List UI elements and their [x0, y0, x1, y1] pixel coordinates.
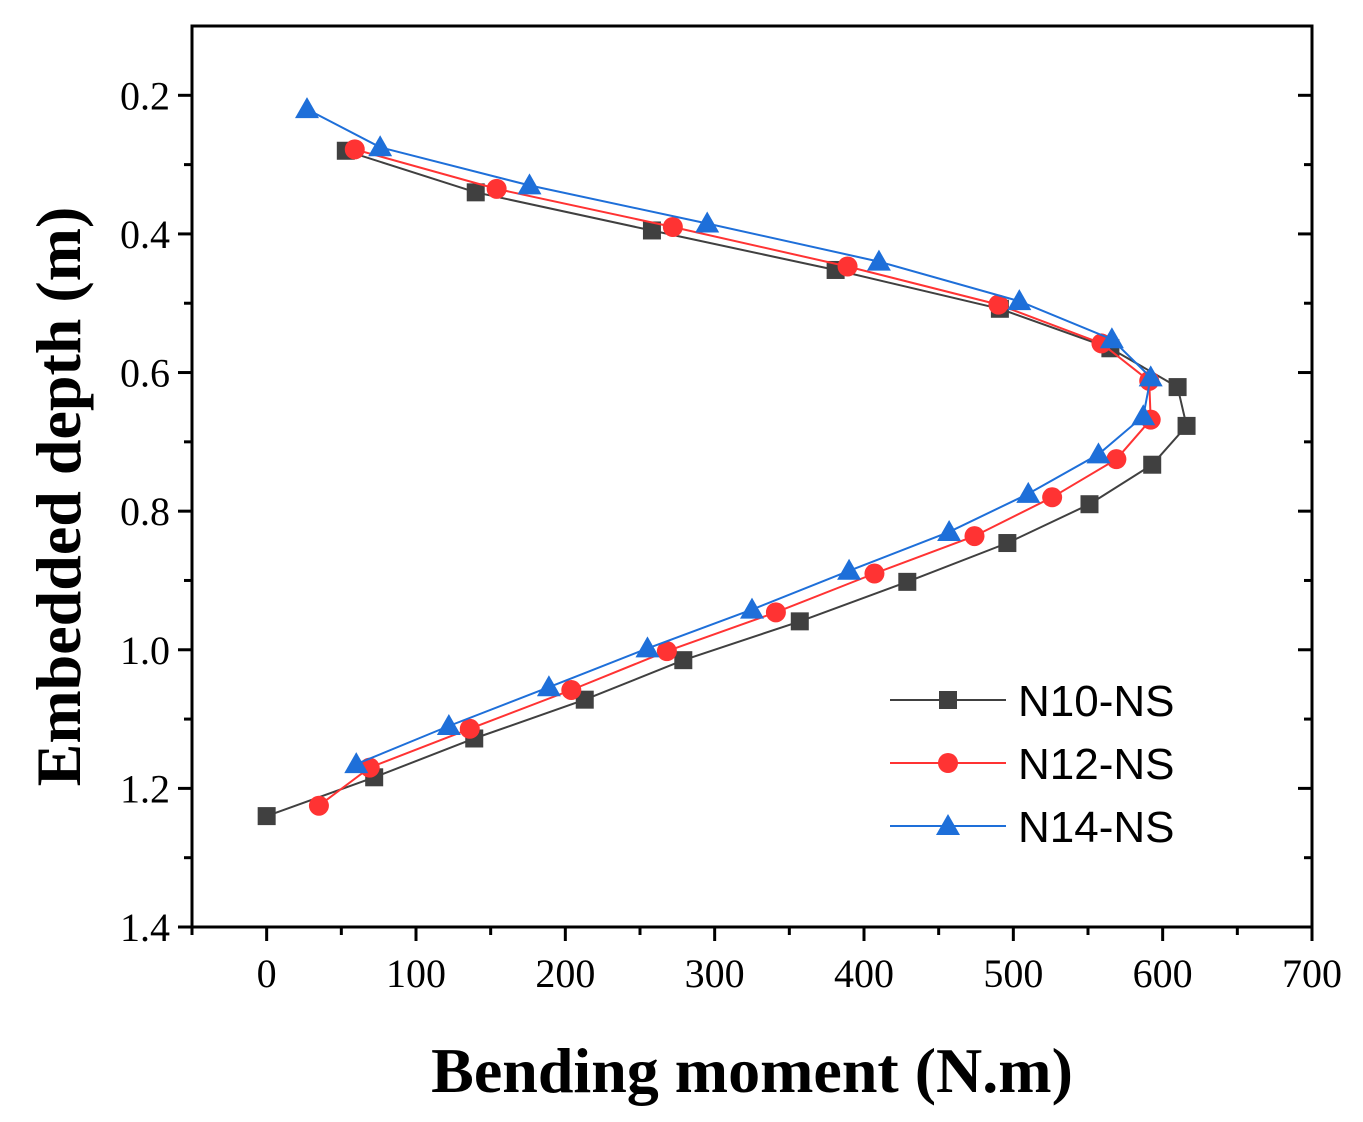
data-point-n14-ns — [635, 636, 660, 658]
data-point-n12-ns — [344, 139, 365, 160]
y-tick-label: 1.0 — [120, 628, 170, 673]
legend-item-n14-ns: N14-NS — [890, 803, 1175, 852]
data-point-n10-ns — [1177, 416, 1196, 435]
data-point-n10-ns — [898, 572, 917, 591]
series-n14-ns — [294, 97, 1163, 774]
x-axis-title: Bending moment (N.m) — [431, 1035, 1073, 1106]
x-tick-label: 600 — [1133, 951, 1193, 996]
data-point-n12-ns — [765, 602, 786, 623]
data-point-n12-ns — [459, 718, 480, 739]
data-point-n10-ns — [674, 651, 693, 670]
legend-marker-n12-ns — [938, 753, 958, 773]
x-tick-label: 400 — [834, 951, 894, 996]
data-point-n12-ns — [561, 679, 582, 700]
data-point-n10-ns — [466, 183, 485, 202]
data-point-n12-ns — [662, 216, 683, 237]
data-point-n10-ns — [642, 221, 661, 240]
data-point-n14-ns — [1131, 404, 1156, 426]
y-tick-label: 0.6 — [120, 351, 170, 396]
legend-marker-n10-ns — [939, 691, 957, 709]
data-point-n10-ns — [1143, 455, 1162, 474]
x-tick-label: 300 — [685, 951, 745, 996]
legend-marker-n14-ns — [936, 814, 960, 835]
legend-label-n10-ns: N10-NS — [1018, 677, 1175, 726]
data-point-n14-ns — [1086, 442, 1111, 464]
x-tick-label: 100 — [386, 951, 446, 996]
data-point-n12-ns — [964, 526, 985, 547]
y-tick-label: 0.8 — [120, 489, 170, 534]
x-tick-label: 700 — [1282, 951, 1342, 996]
data-point-n12-ns — [308, 795, 329, 816]
legend-item-n10-ns: N10-NS — [890, 677, 1175, 726]
data-point-n14-ns — [837, 558, 862, 580]
data-point-n12-ns — [486, 178, 507, 199]
data-point-n10-ns — [1080, 495, 1099, 514]
data-point-n10-ns — [998, 534, 1017, 553]
data-point-n14-ns — [344, 752, 369, 774]
data-point-n14-ns — [740, 597, 764, 619]
tick-labels: 0 100 200 300 400 500 600 700 0.2 0.4 0.6 0.8 1.0 1.2… — [120, 73, 1342, 996]
series-line-n12-ns — [318, 148, 1152, 807]
legend-item-n12-ns: N12-NS — [890, 740, 1175, 789]
data-point-n10-ns — [257, 807, 276, 826]
x-tick-label: 0 — [257, 951, 277, 996]
axis-ticks — [178, 93, 1314, 941]
data-point-n12-ns — [1042, 487, 1063, 508]
legend: N10-NS N12-NS N14-NS — [890, 677, 1175, 852]
data-point-n14-ns — [536, 675, 561, 697]
data-point-n12-ns — [864, 563, 885, 584]
data-point-n10-ns — [575, 690, 594, 709]
y-tick-label: 1.4 — [120, 905, 170, 950]
data-point-n12-ns — [988, 294, 1009, 315]
data-point-n10-ns — [790, 612, 809, 631]
data-point-n14-ns — [1099, 327, 1124, 349]
data-point-n12-ns — [656, 641, 677, 662]
data-point-n14-ns — [436, 714, 461, 736]
y-tick-label: 1.2 — [120, 766, 170, 811]
legend-label-n12-ns: N12-NS — [1018, 740, 1175, 789]
series-n12-ns — [308, 139, 1161, 816]
y-tick-label: 0.2 — [120, 73, 170, 118]
series-line-n14-ns — [306, 108, 1152, 766]
x-tick-label: 500 — [983, 951, 1043, 996]
data-point-n12-ns — [1106, 449, 1127, 470]
data-point-n14-ns — [695, 211, 720, 233]
data-point-n14-ns — [1007, 289, 1032, 311]
series-layer — [257, 97, 1196, 826]
data-point-n10-ns — [1168, 378, 1187, 397]
y-axis-title: Embedded depth (m) — [23, 207, 94, 787]
x-tick-label: 200 — [535, 951, 595, 996]
data-point-n14-ns — [1138, 365, 1163, 387]
data-point-n14-ns — [866, 249, 891, 271]
data-point-n14-ns — [368, 135, 393, 157]
y-tick-label: 0.4 — [120, 212, 170, 257]
data-point-n12-ns — [837, 256, 858, 277]
series-line-n10-ns — [266, 149, 1188, 818]
data-point-n14-ns — [937, 519, 962, 541]
data-point-n14-ns — [1016, 481, 1041, 503]
data-point-n14-ns — [294, 97, 319, 119]
plot-frame — [190, 24, 1314, 929]
data-point-n14-ns — [517, 173, 542, 195]
legend-label-n14-ns: N14-NS — [1018, 803, 1175, 852]
